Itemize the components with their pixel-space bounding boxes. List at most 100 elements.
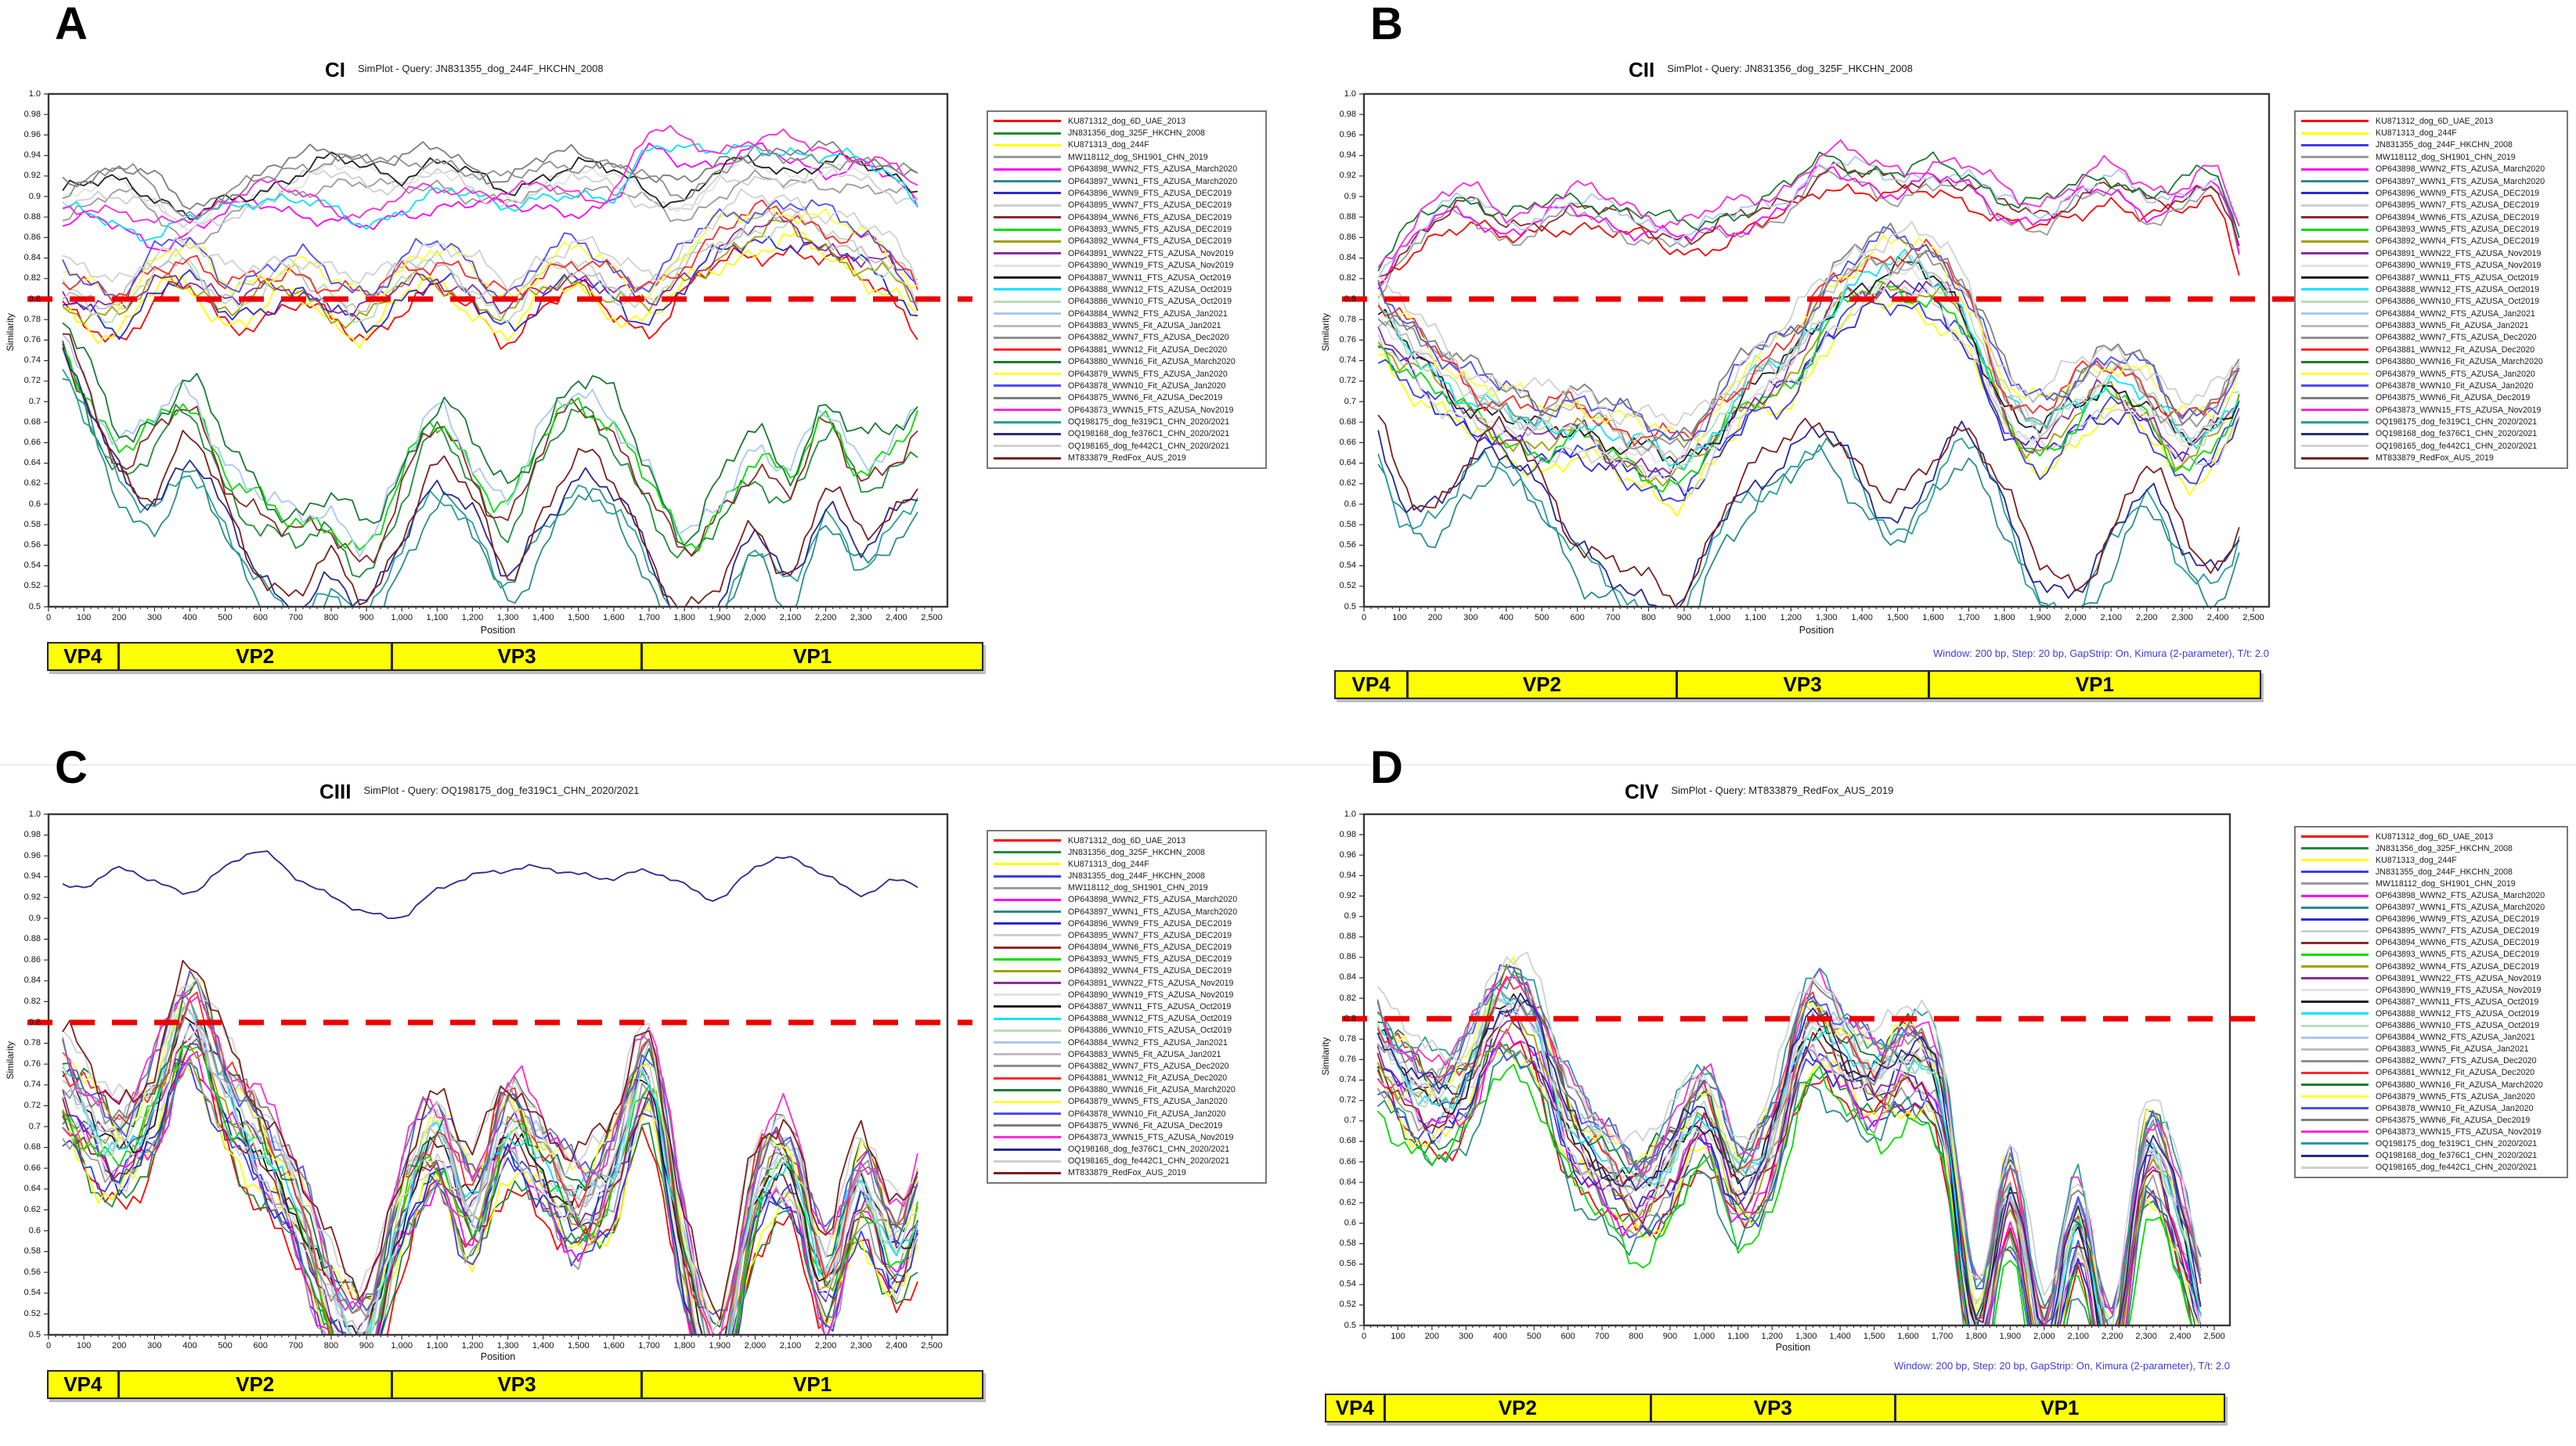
y-tick-label: 0.92 [1339, 890, 1356, 900]
legend-label: OP643898_WWN2_FTS_AZUSA_March2020 [1068, 895, 1238, 905]
x-tick-label: 1,700 [1931, 1332, 1954, 1341]
y-tick-label: 0.7 [1344, 1116, 1356, 1126]
series-line [62, 343, 918, 564]
y-tick-label: 0.52 [1339, 1300, 1356, 1310]
legend-item: OP643887_WWN11_FTS_AZUSA_Oct2019 [2296, 272, 2567, 283]
legend-item: OP643897_WWN1_FTS_AZUSA_March2020 [988, 175, 1265, 187]
legend-color-line [994, 934, 1061, 937]
legend-label: JN831355_dog_244F_HKCHN_2008 [2376, 867, 2513, 877]
series-line [1377, 222, 2240, 442]
legend-color-line [994, 1148, 1061, 1151]
y-tick-label: 0.86 [23, 954, 41, 965]
x-tick-label: 900 [359, 1341, 374, 1350]
x-tick-label: 1,600 [603, 613, 625, 622]
legend-label: OP643891_WWN22_FTS_AZUSA_Nov2019 [2376, 973, 2542, 983]
legend-label: OP643894_WWN6_FTS_AZUSA_DEC2019 [1068, 943, 1232, 953]
legend-item: OP643881_WWN12_Fit_AZUSA_Dec2020 [2296, 1067, 2567, 1079]
legend-color-line [994, 969, 1061, 972]
y-tick-label: 1.0 [1344, 809, 1356, 819]
legend-label: OP643896_WWN9_FTS_AZUSA_DEC2019 [2376, 188, 2540, 198]
legend-item: OP643890_WWN19_FTS_AZUSA_Nov2019 [988, 989, 1265, 1001]
y-tick-label: 0.92 [1339, 171, 1356, 181]
legend-label: OP643883_WWN5_Fit_AZUSA_Jan2021 [1068, 1049, 1221, 1059]
legend-item: OP643897_WWN1_FTS_AZUSA_March2020 [988, 906, 1265, 918]
x-axis-title-c: Position [480, 1351, 516, 1362]
series-line [1377, 151, 2240, 272]
x-tick-label: 2,300 [850, 613, 872, 622]
legend-label: OP643894_WWN6_FTS_AZUSA_DEC2019 [1068, 212, 1232, 222]
legend-item: OP643896_WWN9_FTS_AZUSA_DEC2019 [988, 187, 1265, 199]
legend-label: OP643887_WWN11_FTS_AZUSA_Oct2019 [2376, 272, 2539, 283]
legend-color-line [2301, 1095, 2369, 1098]
subtitle-c: SimPlot - Query: OQ198175_dog_fe319C1_CH… [363, 784, 640, 796]
legend-label: OP643886_WWN10_FTS_AZUSA_Oct2019 [1068, 1026, 1232, 1036]
series-line [62, 124, 918, 225]
y-tick-label: 0.96 [1339, 129, 1356, 139]
title-a: CI [325, 58, 345, 81]
x-tick-label: 1,500 [1863, 1332, 1885, 1341]
vp1-segment: VP1 [2075, 673, 2114, 696]
legend-label: OP643886_WWN10_FTS_AZUSA_Oct2019 [2376, 1021, 2540, 1031]
series-line [62, 140, 918, 211]
legend-color-line [2301, 1142, 2369, 1145]
x-tick-label: 2,200 [814, 1341, 837, 1350]
legend-item: OP643886_WWN10_FTS_AZUSA_Oct2019 [988, 296, 1265, 308]
y-tick-label: 0.6 [1344, 1217, 1356, 1228]
x-tick-label: 1,200 [1761, 1332, 1784, 1341]
legend-item: OP643890_WWN19_FTS_AZUSA_Nov2019 [2296, 984, 2567, 996]
x-tick-label: 500 [1535, 613, 1550, 622]
vp1-segment: VP1 [793, 1372, 832, 1396]
legend-label: OP643897_WWN1_FTS_AZUSA_March2020 [2376, 176, 2545, 186]
y-tick-label: 0.5 [1344, 601, 1356, 611]
legend-item: OP643873_WWN15_FTS_AZUSA_Nov2019 [988, 1131, 1265, 1143]
legend-color-line [2301, 1059, 2369, 1062]
x-tick-label: 300 [147, 613, 162, 622]
legend-color-line [2301, 360, 2369, 363]
series-line [62, 166, 918, 229]
y-tick-label: 0.8 [1344, 294, 1356, 304]
legend-label: OP643891_WWN22_FTS_AZUSA_Nov2019 [2376, 248, 2542, 258]
y-tick-label: 0.66 [1339, 437, 1356, 447]
x-tick-label: 1,800 [1993, 613, 2015, 622]
legend-item: OQ198175_dog_fe319C1_CHN_2020/2021 [988, 416, 1265, 428]
legend-label: OQ198165_dog_fe442C1_CHN_2020/2021 [2376, 1163, 2538, 1173]
legend-label: OP643886_WWN10_FTS_AZUSA_Oct2019 [1068, 297, 1232, 307]
y-tick-label: 0.56 [23, 1267, 41, 1277]
x-tick-label: 1,500 [568, 613, 590, 622]
x-axis-title-d: Position [1775, 1342, 1811, 1353]
legend-label: JN831355_dog_244F_HKCHN_2008 [1068, 871, 1205, 882]
legend-item: OP643892_WWN4_FTS_AZUSA_DEC2019 [2296, 961, 2567, 972]
legend-color-line [2301, 882, 2369, 885]
legend-item: OQ198168_dog_fe376C1_CHN_2020/2021 [988, 1144, 1265, 1156]
legend-color-line [2301, 1024, 2369, 1027]
series-line [62, 990, 918, 1334]
series-line [62, 206, 918, 312]
y-tick-label: 0.68 [1339, 1136, 1356, 1146]
legend-color-line [994, 360, 1061, 363]
legend-color-line [994, 373, 1061, 376]
x-tick-label: 100 [76, 613, 92, 622]
legend-item: KU871312_dog_6D_UAE_2013 [988, 835, 1265, 846]
series-line [1377, 139, 2240, 269]
y-tick-label: 0.96 [23, 129, 41, 139]
legend-item: JN831355_dog_244F_HKCHN_2008 [2296, 866, 2567, 878]
legend-label: KU871312_dog_6D_UAE_2013 [1068, 835, 1186, 846]
x-tick-label: 1,700 [638, 1341, 660, 1350]
legend-label: OP643887_WWN11_FTS_AZUSA_Oct2019 [1068, 1001, 1232, 1011]
legend-label: OQ198165_dog_fe442C1_CHN_2020/2021 [2376, 441, 2538, 451]
series-line [62, 1044, 918, 1334]
legend-color-line [2301, 120, 2369, 123]
legend-item: OP643898_WWN2_FTS_AZUSA_March2020 [2296, 164, 2567, 175]
y-tick-label: 0.68 [23, 1142, 41, 1152]
series-line [1376, 951, 2202, 1325]
y-tick-label: 0.98 [23, 109, 41, 119]
legend-item: OP643880_WWN16_Fit_AZUSA_March2020 [988, 1084, 1265, 1096]
y-tick-label: 0.8 [28, 294, 41, 304]
legend-item: OP643886_WWN10_FTS_AZUSA_Oct2019 [2296, 1020, 2567, 1032]
series-line [1376, 1063, 2192, 1325]
x-tick-label: 800 [1641, 613, 1656, 622]
legend-label: OP643873_WWN15_FTS_AZUSA_Nov2019 [2376, 1127, 2542, 1137]
legend-item: OP643891_WWN22_FTS_AZUSA_Nov2019 [988, 247, 1265, 259]
legend-color-line [2301, 929, 2369, 932]
